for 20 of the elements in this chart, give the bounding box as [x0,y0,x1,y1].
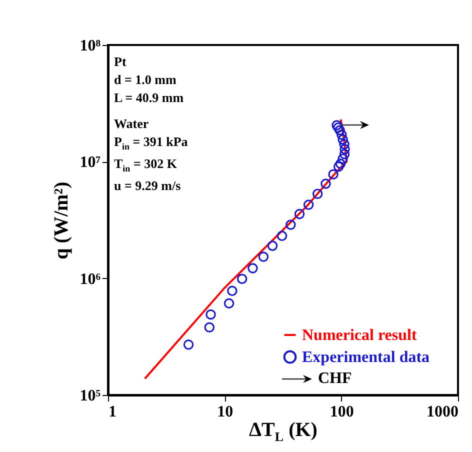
annotation: Pt [114,54,126,69]
x-tick-label: 1000 [426,404,458,420]
annotation: P$_{in}$ = 391 kPa [114,134,188,152]
y-axis-title: q (W/m²) [50,182,73,260]
y-tick-label: 10⁷ [80,154,101,172]
annotation: u = 9.29 m/s [114,178,181,193]
y-tick-label: 10⁶ [80,270,101,288]
x-tick-label: 10 [217,404,234,420]
annotation: Water [114,116,149,131]
y-tick-label: 10⁵ [80,388,101,404]
y-tick-label: 10⁸ [80,38,101,54]
x-axis-title: ΔT$_{L}$ (K) [249,419,318,445]
legend-label: Experimental data [302,349,430,366]
annotation: T$_{in}$ = 302 K [114,156,177,174]
x-tick-label: 100 [330,404,354,420]
legend-label: Numerical result [302,327,418,344]
x-tick-label: 1 [108,404,116,420]
annotation: CHF [318,370,352,387]
annotation: d = 1.0 mm [114,72,176,87]
annotation: L = 40.9 mm [114,90,184,105]
